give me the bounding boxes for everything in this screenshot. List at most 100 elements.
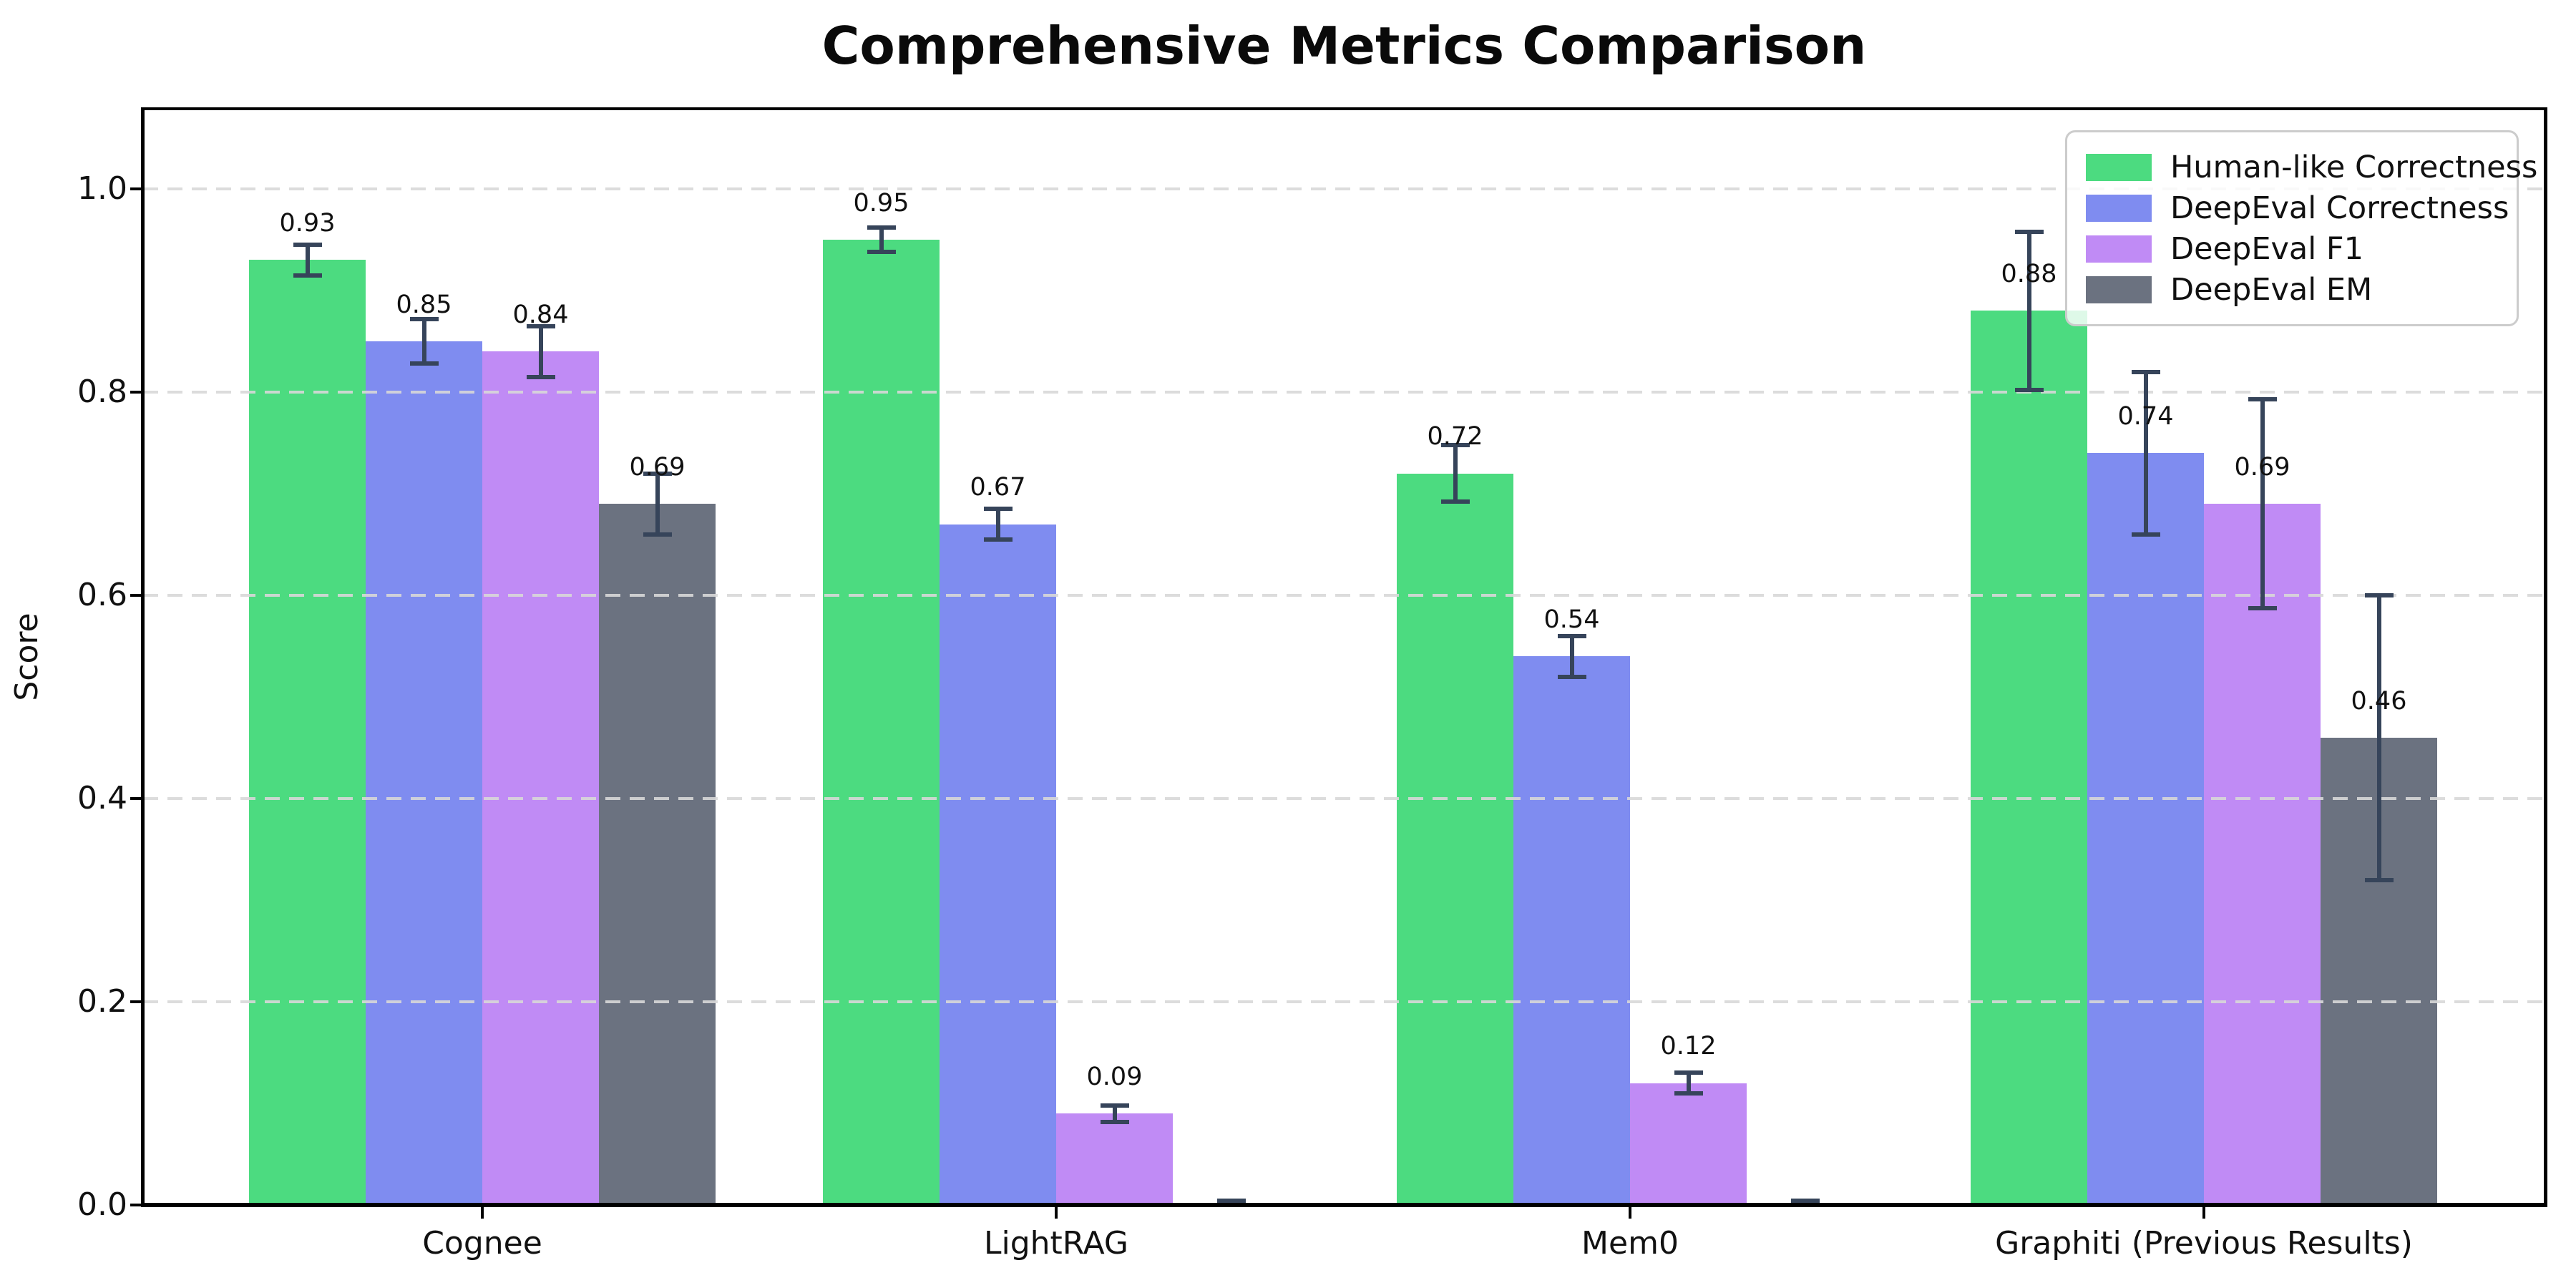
value-label-deepeval-f1-bar-mem0: 0.12 xyxy=(1660,1032,1717,1061)
error-cap-top-human-like-correctness-bar-mem0 xyxy=(1440,442,1470,447)
gridline-y-1.0 xyxy=(143,187,2545,190)
error-cap-bottom-deepeval-em-bar-graphiti-previous-results xyxy=(2364,877,2394,882)
error-cap-bottom-human-like-correctness-bar-lightrag xyxy=(867,250,896,255)
error-bar-deepeval-correctness-bar-lightrag xyxy=(995,509,1000,540)
error-bar-deepeval-f1-bar-mem0 xyxy=(1686,1073,1691,1093)
axis-spine-left xyxy=(141,107,145,1207)
deepeval-f1-bar-mem0 xyxy=(1630,1083,1747,1205)
gridline-y-0.4 xyxy=(143,797,2545,800)
legend: Human-like Correctness DeepEval Correctne… xyxy=(2065,130,2537,326)
error-bar-deepeval-correctness-bar-mem0 xyxy=(1569,635,1574,677)
legend-label-deepeval-f1: DeepEval F1 xyxy=(2170,230,2363,267)
legend-item-deepeval-f1: DeepEval F1 xyxy=(2086,228,2498,269)
error-bar-deepeval-f1-bar-cognee xyxy=(538,326,543,377)
deepeval-f1-bar-graphiti-previous-results xyxy=(2204,504,2321,1205)
deepeval-f1-bar-lightrag xyxy=(1056,1113,1173,1205)
error-cap-top-deepeval-correctness-bar-graphiti-previous-results xyxy=(2131,369,2160,374)
deepeval-em-bar-cognee xyxy=(599,504,716,1205)
error-cap-bottom-deepeval-f1-bar-lightrag xyxy=(1100,1119,1129,1124)
error-cap-bottom-deepeval-correctness-bar-cognee xyxy=(409,361,439,366)
error-bar-deepeval-correctness-bar-cognee xyxy=(421,318,426,364)
legend-item-human-like-correctness: Human-like Correctness xyxy=(2086,147,2537,187)
x-tick-label-mem0: Mem0 xyxy=(1581,1225,1679,1262)
value-label-human-like-correctness-bar-graphiti-previous-results: 0.88 xyxy=(2001,260,2057,289)
legend-label-human-like-correctness: Human-like Correctness xyxy=(2170,149,2538,185)
x-tick-label-lightrag: LightRAG xyxy=(983,1225,1129,1262)
deepeval-correctness-bar-graphiti-previous-results xyxy=(2087,453,2204,1205)
value-label-deepeval-em-bar-graphiti-previous-results: 0.46 xyxy=(2351,686,2407,716)
error-cap-bottom-deepeval-f1-bar-mem0 xyxy=(1674,1091,1703,1096)
y-tick-mark xyxy=(130,594,142,597)
error-cap-bottom-deepeval-f1-bar-cognee xyxy=(526,374,555,379)
error-bar-deepeval-correctness-bar-graphiti-previous-results xyxy=(2143,371,2148,535)
gridline-y-0.2 xyxy=(143,1000,2545,1003)
error-cap-top-deepeval-f1-bar-graphiti-previous-results xyxy=(2248,396,2277,401)
chart-title: Comprehensive Metrics Comparison xyxy=(821,16,1867,76)
y-tick-label: 0.2 xyxy=(77,983,127,1020)
error-bar-deepeval-f1-bar-graphiti-previous-results xyxy=(2260,399,2265,609)
error-cap-top-human-like-correctness-bar-lightrag xyxy=(867,225,896,230)
value-label-deepeval-correctness-bar-graphiti-previous-results: 0.74 xyxy=(2117,401,2174,431)
deepeval-f1-bar-cognee xyxy=(482,351,599,1205)
error-cap-top-deepeval-correctness-bar-cognee xyxy=(409,316,439,321)
error-cap-top-human-like-correctness-bar-cognee xyxy=(293,243,322,248)
legend-item-deepeval-correctness: DeepEval Correctness xyxy=(2086,187,2509,228)
error-cap-top-deepeval-correctness-bar-lightrag xyxy=(983,507,1013,512)
human-like-correctness-bar-lightrag xyxy=(823,240,940,1205)
error-cap-top-deepeval-em-bar-lightrag xyxy=(1216,1199,1246,1204)
legend-swatch-deepeval-f1 xyxy=(2086,235,2152,263)
axis-spine-right xyxy=(2544,107,2547,1207)
axis-spine-bottom xyxy=(141,1203,2547,1207)
error-cap-bottom-deepeval-correctness-bar-mem0 xyxy=(1557,674,1586,679)
y-tick-label: 0.4 xyxy=(77,780,127,816)
error-bar-deepeval-em-bar-graphiti-previous-results xyxy=(2376,595,2381,880)
value-label-deepeval-correctness-bar-mem0: 0.54 xyxy=(1543,605,1600,634)
deepeval-correctness-bar-cognee xyxy=(366,341,482,1205)
x-tick-label-graphiti-previous-results: Graphiti (Previous Results) xyxy=(1995,1225,2413,1262)
human-like-correctness-bar-mem0 xyxy=(1397,473,1513,1205)
error-cap-top-human-like-correctness-bar-graphiti-previous-results xyxy=(2014,229,2044,234)
legend-label-deepeval-em: DeepEval EM xyxy=(2170,271,2373,308)
legend-label-deepeval-correctness: DeepEval Correctness xyxy=(2170,190,2509,226)
legend-swatch-deepeval-correctness xyxy=(2086,194,2152,222)
x-tick-mark-lightrag xyxy=(1055,1207,1058,1219)
error-bar-human-like-correctness-bar-cognee xyxy=(305,245,310,275)
value-label-deepeval-correctness-bar-lightrag: 0.67 xyxy=(970,473,1026,502)
error-cap-top-deepeval-f1-bar-lightrag xyxy=(1100,1103,1129,1108)
value-label-human-like-correctness-bar-lightrag: 0.95 xyxy=(853,188,909,218)
x-tick-mark-mem0 xyxy=(1629,1207,1631,1219)
legend-swatch-human-like-correctness xyxy=(2086,153,2152,181)
deepeval-correctness-bar-lightrag xyxy=(940,524,1056,1205)
x-tick-label-cognee: Cognee xyxy=(422,1225,542,1262)
value-label-deepeval-f1-bar-lightrag: 0.09 xyxy=(1086,1062,1143,1091)
error-cap-top-deepeval-em-bar-mem0 xyxy=(1790,1199,1820,1204)
error-cap-bottom-deepeval-correctness-bar-graphiti-previous-results xyxy=(2131,532,2160,537)
error-bar-deepeval-em-bar-cognee xyxy=(655,473,660,535)
deepeval-correctness-bar-mem0 xyxy=(1513,656,1630,1205)
y-tick-label: 0.6 xyxy=(77,577,127,613)
axis-spine-top xyxy=(141,107,2547,110)
y-tick-mark xyxy=(130,1000,142,1003)
error-cap-top-deepeval-correctness-bar-mem0 xyxy=(1557,633,1586,638)
error-cap-top-deepeval-f1-bar-cognee xyxy=(526,323,555,328)
error-cap-bottom-deepeval-correctness-bar-lightrag xyxy=(983,537,1013,542)
error-cap-top-deepeval-em-bar-cognee xyxy=(643,471,672,476)
error-cap-bottom-human-like-correctness-bar-mem0 xyxy=(1440,499,1470,504)
x-tick-mark-cognee xyxy=(481,1207,484,1219)
value-label-deepeval-correctness-bar-cognee: 0.85 xyxy=(396,290,452,319)
error-cap-bottom-deepeval-em-bar-cognee xyxy=(643,532,672,537)
value-label-human-like-correctness-bar-cognee: 0.93 xyxy=(279,209,336,238)
y-tick-mark xyxy=(130,187,142,190)
x-tick-mark-graphiti-previous-results xyxy=(2202,1207,2205,1219)
value-label-human-like-correctness-bar-mem0: 0.72 xyxy=(1427,422,1483,452)
y-tick-label: 0.0 xyxy=(77,1186,127,1223)
error-cap-bottom-human-like-correctness-bar-graphiti-previous-results xyxy=(2014,388,2044,393)
human-like-correctness-bar-cognee xyxy=(249,260,366,1205)
value-label-deepeval-f1-bar-graphiti-previous-results: 0.69 xyxy=(2234,452,2290,482)
legend-swatch-deepeval-em xyxy=(2086,275,2152,303)
y-tick-mark xyxy=(130,1204,142,1206)
value-label-deepeval-f1-bar-cognee: 0.84 xyxy=(512,300,569,329)
human-like-correctness-bar-graphiti-previous-results xyxy=(1971,311,2087,1205)
error-cap-top-deepeval-f1-bar-mem0 xyxy=(1674,1070,1703,1075)
